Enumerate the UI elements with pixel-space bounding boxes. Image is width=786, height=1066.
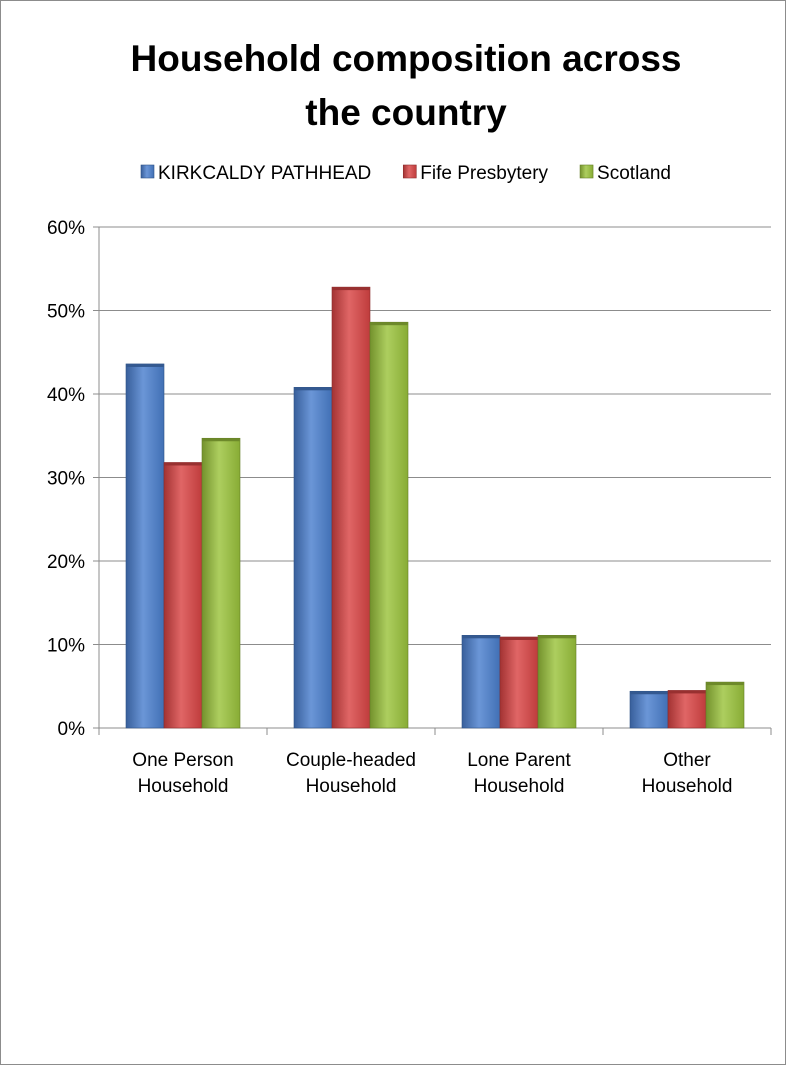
chart-title-line-1: Household composition across [131,38,682,79]
bar-top-edge [500,636,538,640]
bar [705,681,745,729]
bar-top-edge [462,635,500,639]
bar [331,286,371,729]
y-tick-label: 30% [47,469,85,490]
bar-top-edge [126,363,164,367]
x-category-label: Couple-headed Household [286,750,416,797]
legend-item: Scotland [579,163,671,184]
bar [629,690,669,729]
bar-top-edge [164,462,202,466]
bar-top-edge [668,690,706,694]
y-tick-label: 10% [47,636,85,657]
bar [369,321,409,729]
y-tick-label: 50% [47,302,85,323]
legend-swatch [402,164,417,179]
chart-title-line-2: the country [305,92,507,133]
y-tick-label: 20% [47,552,85,573]
bar-top-edge [294,387,332,391]
bar [667,690,707,729]
x-axis: One Person Household Couple-headed Househol… [98,727,772,797]
legend-item: KIRKCALDY PATHHEAD [140,163,371,184]
y-tick-label: 60% [47,218,85,239]
x-category-label: Lone Parent Household [467,750,571,797]
bar-top-edge [538,635,576,639]
y-tick-label: 0% [58,719,86,740]
legend-label: KIRKCALDY PATHHEAD [158,163,371,184]
bar [293,387,333,729]
bar [201,437,241,729]
legend-label: Scotland [597,163,671,184]
bar [125,363,165,729]
x-category-label: Other Household [642,750,733,797]
y-axis: 0% 10% 20% 30% 40% 50% 60% [47,218,100,740]
bar-top-edge [332,287,370,291]
legend: KIRKCALDY PATHHEAD Fife Presbytery Scotlan… [140,163,671,184]
bar-top-edge [370,322,408,326]
bar [537,635,577,729]
bars [125,286,745,729]
bar [461,635,501,729]
bar-top-edge [706,682,744,686]
x-category-label: One Person Household [132,750,233,797]
bar-top-edge [630,691,668,695]
legend-swatch [579,164,594,179]
bar [163,462,203,729]
legend-item: Fife Presbytery [402,163,549,184]
legend-swatch [140,164,155,179]
bar-top-edge [202,438,240,442]
legend-label: Fife Presbytery [420,163,548,184]
y-tick-label: 40% [47,385,85,406]
bar [499,636,539,729]
